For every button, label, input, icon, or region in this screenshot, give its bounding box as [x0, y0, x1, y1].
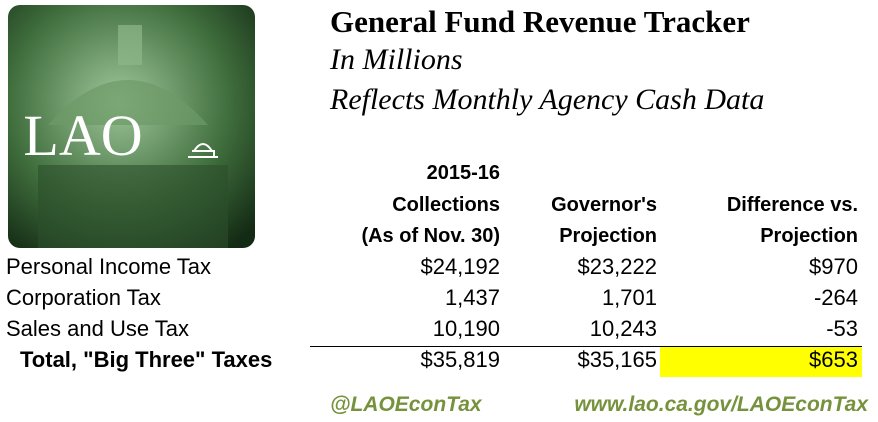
column-header: Projection	[760, 225, 858, 247]
logo-text: LAO	[23, 103, 142, 168]
subtitle: In Millions	[330, 43, 463, 76]
logo: LAO	[8, 5, 255, 248]
column-header: Projection	[559, 225, 657, 247]
column-header: Governor's	[551, 194, 657, 216]
url: www.lao.ca.gov/LAOEconTax	[574, 393, 868, 416]
cell: -53	[826, 316, 858, 341]
cell: 10,243	[589, 316, 657, 341]
cell: -264	[813, 285, 858, 310]
column-header: Collections	[392, 194, 500, 216]
cell: $23,222	[577, 254, 657, 279]
highlight	[660, 347, 862, 377]
row-label: Corporation Tax	[6, 285, 161, 310]
row-label: Total, "Big Three" Taxes	[20, 347, 273, 372]
cell: $970	[809, 254, 858, 279]
cell: $653	[809, 347, 858, 372]
total-rule	[310, 346, 862, 347]
row-label: Sales and Use Tax	[6, 316, 190, 341]
cell: 1,437	[444, 285, 500, 310]
column-header: (As of Nov. 30)	[361, 225, 500, 247]
cell: $24,192	[420, 254, 500, 279]
row-label: Personal Income Tax	[6, 254, 212, 279]
twitter: @LAOEconTax	[330, 393, 482, 416]
title: General Fund Revenue Tracker	[330, 4, 750, 39]
cell: $35,819	[420, 347, 500, 372]
column-header: Difference vs.	[726, 194, 858, 216]
cell: 10,190	[432, 316, 500, 341]
subtitle: Reflects Monthly Agency Cash Data	[330, 83, 765, 116]
column-header: 2015-16	[426, 162, 500, 184]
cell: 1,701	[601, 285, 657, 310]
cell: $35,165	[577, 347, 657, 372]
